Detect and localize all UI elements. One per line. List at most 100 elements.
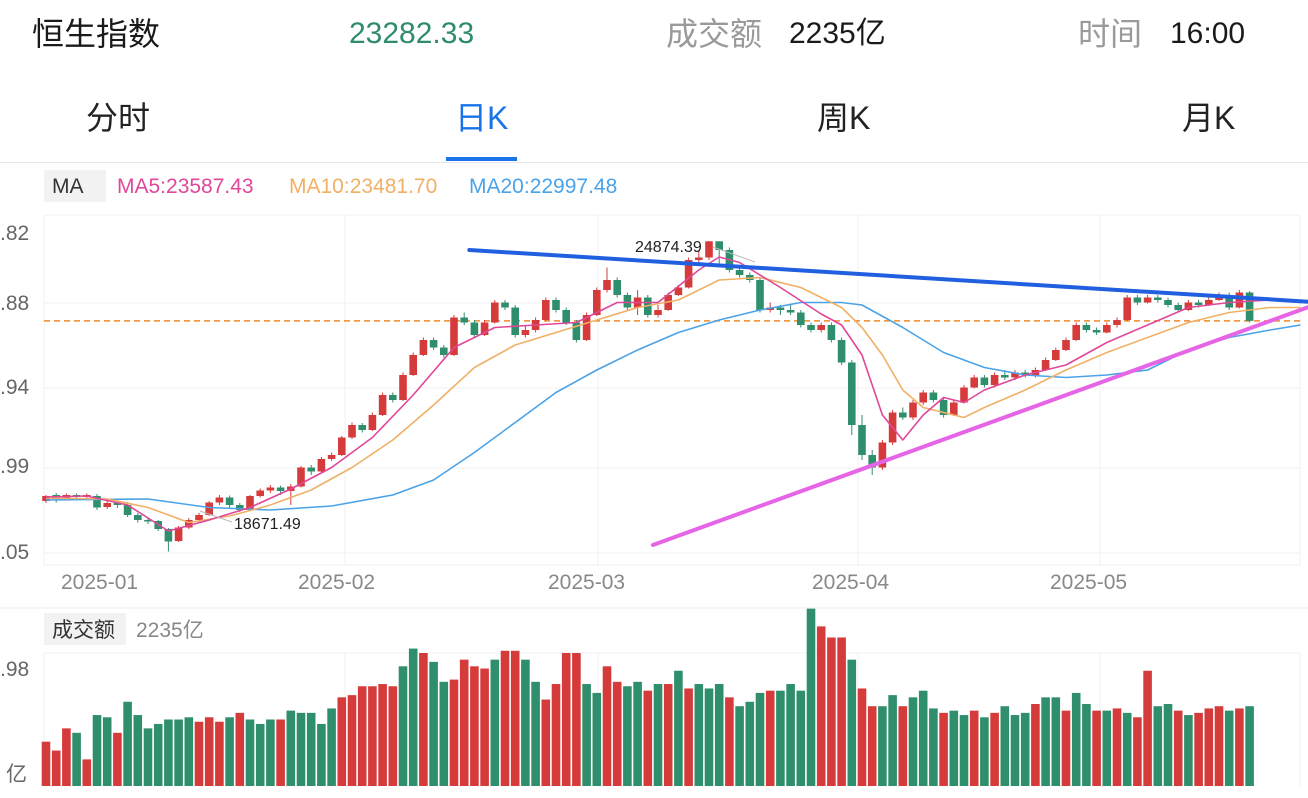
volume-bar bbox=[255, 723, 265, 786]
volume-bar bbox=[317, 723, 326, 786]
candle-body bbox=[603, 280, 611, 290]
volume-bar bbox=[765, 690, 775, 786]
volume-bar bbox=[429, 661, 438, 786]
candle-body bbox=[970, 377, 978, 388]
volume-bar bbox=[357, 686, 367, 786]
volume-bar bbox=[1031, 703, 1040, 786]
volume-bar bbox=[1224, 710, 1234, 786]
volume-bar bbox=[439, 681, 449, 786]
ma-legend: MA MA5:23587.43 MA10:23481.70 MA20:22997… bbox=[44, 170, 617, 202]
candle-body bbox=[1113, 320, 1121, 325]
extreme-annotations: 24874.39 18671.49 bbox=[199, 239, 756, 533]
volume-bar bbox=[194, 721, 204, 786]
volume-bar bbox=[286, 710, 296, 786]
candle-body bbox=[654, 310, 662, 315]
volume-bar bbox=[776, 690, 785, 786]
volume-bar bbox=[347, 695, 357, 786]
y-axis-labels: .82 .88 .94 .99 .05 bbox=[0, 222, 30, 564]
volume-bar bbox=[123, 701, 132, 786]
candle-body bbox=[542, 300, 550, 320]
candle-body bbox=[684, 260, 693, 288]
volume-bar bbox=[1092, 710, 1101, 786]
volume-bar bbox=[990, 712, 999, 786]
volume-bar bbox=[153, 723, 163, 786]
tab-monthly-k[interactable]: 月K bbox=[1182, 100, 1236, 136]
candle-body bbox=[807, 325, 815, 330]
candle-body bbox=[1133, 297, 1142, 303]
candle-body bbox=[919, 392, 927, 403]
candle-body bbox=[215, 497, 224, 503]
tab-weekly-k[interactable]: 周K bbox=[817, 100, 871, 136]
volume-bar bbox=[918, 690, 928, 786]
volume-bar bbox=[1143, 670, 1152, 786]
volume-legend: 成交额 2235亿 bbox=[44, 613, 204, 645]
turnover-value: 2235亿 bbox=[789, 17, 886, 50]
legend-ma10: MA10:23481.70 bbox=[289, 175, 437, 198]
volume-bar bbox=[72, 732, 81, 786]
x-axis-labels: 2025-01 2025-02 2025-03 2025-04 2025-05 bbox=[61, 571, 1127, 594]
candle-body bbox=[797, 312, 805, 325]
candle-body bbox=[1184, 302, 1193, 310]
candle-body bbox=[623, 295, 632, 308]
candle-body bbox=[674, 287, 683, 295]
volume-bar bbox=[143, 728, 153, 786]
candle-body bbox=[460, 317, 468, 323]
volume-bar bbox=[398, 666, 408, 786]
volume-bar bbox=[1204, 708, 1214, 786]
tab-intraday[interactable]: 分时 bbox=[86, 100, 151, 136]
ma-lines bbox=[45, 256, 1301, 532]
volume-bar bbox=[62, 728, 71, 786]
y-tick-label: .88 bbox=[0, 292, 29, 315]
candle-body bbox=[1235, 292, 1244, 308]
volume-bar bbox=[592, 692, 602, 786]
candle-body bbox=[837, 340, 846, 363]
volume-bar bbox=[1173, 710, 1183, 786]
time-label: 时间 bbox=[1078, 16, 1143, 52]
candle-body bbox=[511, 307, 519, 335]
candle-body bbox=[1194, 302, 1203, 305]
volume-bars bbox=[41, 608, 1254, 786]
candle-body bbox=[960, 387, 968, 403]
candle-body bbox=[256, 490, 264, 496]
candle-body bbox=[1143, 297, 1152, 303]
volume-bar bbox=[1235, 708, 1244, 786]
volume-bar bbox=[521, 659, 530, 786]
candle-body bbox=[1092, 330, 1101, 333]
volume-bar bbox=[204, 717, 214, 786]
volume-bar bbox=[623, 686, 632, 786]
volume-bar bbox=[480, 668, 489, 786]
volume-bar bbox=[837, 637, 846, 786]
volume-bar bbox=[459, 659, 469, 786]
turnover-label: 成交额 bbox=[666, 16, 763, 52]
candle-body bbox=[1011, 372, 1019, 378]
candle-body bbox=[470, 322, 479, 335]
period-tabs: 分时 日K 周K 月K bbox=[0, 78, 1308, 163]
candle-body bbox=[389, 395, 397, 400]
candle-body bbox=[1164, 300, 1172, 305]
volume-bar bbox=[1071, 692, 1081, 786]
candle-body bbox=[113, 503, 122, 505]
volume-legend-badge: 成交额 bbox=[52, 619, 115, 642]
quote-header: 恒生指数 23282.33 成交额 2235亿 时间 16:00 bbox=[0, 0, 1308, 70]
candle-body bbox=[1123, 297, 1131, 320]
candle-body bbox=[848, 362, 856, 425]
volume-bar bbox=[725, 697, 734, 786]
candle-body bbox=[429, 340, 438, 348]
candle-body bbox=[1103, 325, 1111, 333]
candle-body bbox=[93, 496, 101, 508]
candle-body bbox=[521, 330, 530, 335]
candle-body bbox=[868, 455, 876, 468]
candle-body bbox=[225, 497, 234, 505]
kline-chart[interactable]: MA MA5:23587.43 MA10:23481.70 MA20:22997… bbox=[0, 163, 1308, 798]
candle-body bbox=[858, 425, 866, 455]
candle-body bbox=[776, 307, 785, 310]
candle-body bbox=[715, 241, 723, 250]
volume-bar bbox=[388, 686, 398, 786]
candle-body bbox=[562, 310, 570, 323]
volume-bar bbox=[684, 688, 693, 786]
tab-daily-k[interactable]: 日K bbox=[455, 100, 509, 136]
candle-body bbox=[929, 392, 938, 400]
volume-bar bbox=[980, 717, 989, 786]
candle-body bbox=[572, 322, 581, 340]
candle-body bbox=[368, 415, 377, 430]
